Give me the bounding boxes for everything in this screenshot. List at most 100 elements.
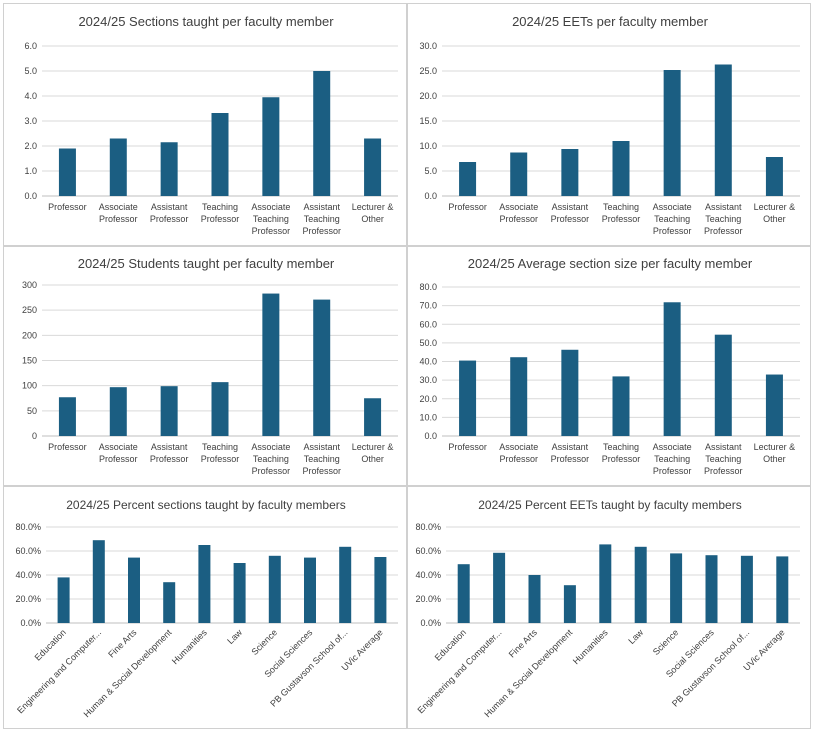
y-tick-label: 40.0% <box>15 570 41 580</box>
chart-title: 2024/25 Students taught per faculty memb… <box>78 256 335 271</box>
y-tick-label: 100 <box>22 381 37 391</box>
chart-percent-sections: 2024/25 Percent sections taught by facul… <box>15 498 398 719</box>
bar-assistant-professor <box>561 149 579 196</box>
y-tick-label: 30.0 <box>419 41 437 51</box>
bar-education <box>457 564 470 623</box>
y-tick-label: 6.0 <box>24 41 37 51</box>
y-tick-label: 1.0 <box>24 166 37 176</box>
x-tick-label: Associate Professor <box>499 202 538 224</box>
y-tick-label: 40.0% <box>415 570 441 580</box>
chart-title: 2024/25 Percent sections taught by facul… <box>66 498 346 512</box>
bar-assistant-teaching-professor <box>714 64 732 196</box>
bar-lecturer-other <box>765 374 783 436</box>
chart-panel-percent-sections: 2024/25 Percent sections taught by facul… <box>3 486 407 729</box>
x-tick-label: Assistant Teaching Professor <box>302 202 341 236</box>
x-tick-label: Assistant Teaching Professor <box>704 442 743 476</box>
bar-associate-teaching-professor <box>262 97 280 196</box>
x-tick-label: Teaching Professor <box>602 202 641 224</box>
y-tick-label: 150 <box>22 356 37 366</box>
bar-professor <box>58 148 76 196</box>
y-tick-label: 4.0 <box>24 91 37 101</box>
x-tick-label: Professor <box>448 442 487 452</box>
bar-education <box>57 577 70 623</box>
y-tick-label: 25.0 <box>419 66 437 76</box>
x-tick-label: Law <box>225 627 244 646</box>
x-tick-label: Teaching Professor <box>201 442 240 464</box>
bar-associate-teaching-professor <box>663 302 681 436</box>
y-tick-label: 250 <box>22 305 37 315</box>
bar-humanities <box>599 544 612 623</box>
y-tick-label: 15.0 <box>419 116 437 126</box>
bar-teaching-professor <box>612 141 630 196</box>
y-tick-label: 300 <box>22 280 37 290</box>
y-tick-label: 20.0 <box>419 91 437 101</box>
chart-panel-percent-eets: 2024/25 Percent EETs taught by faculty m… <box>407 486 811 729</box>
bar-fine-arts <box>128 557 140 623</box>
x-tick-label: Education <box>433 627 468 662</box>
bar-teaching-professor <box>211 113 229 196</box>
bar-human-social-development <box>163 582 176 623</box>
x-tick-label: Assistant Professor <box>551 442 590 464</box>
chart-panel-eets: 2024/25 EETs per faculty member 0.0 5.0 10.… <box>407 3 811 246</box>
chart-title: 2024/25 Percent EETs taught by faculty m… <box>478 498 741 512</box>
y-tick-label: 5.0 <box>24 66 37 76</box>
bar-lecturer-other <box>765 157 783 196</box>
bar-associate-professor <box>510 152 528 196</box>
bar-law <box>634 546 647 623</box>
x-tick-label: Humanities <box>571 627 610 666</box>
chart-title: 2024/25 Average section size per faculty… <box>468 256 753 271</box>
bar-professor <box>459 360 477 436</box>
bar-social-sciences <box>304 557 316 623</box>
y-tick-label: 50 <box>27 406 37 416</box>
bar-associate-teaching-professor <box>663 70 681 196</box>
y-tick-label: 50.0 <box>419 338 437 348</box>
x-tick-label: Associate Professor <box>499 442 538 464</box>
bar-human-social-development <box>563 585 576 623</box>
bar-pb-gustavson-school-of <box>339 546 352 623</box>
bar-teaching-professor <box>612 376 630 436</box>
x-tick-label: Humanities <box>170 627 209 666</box>
y-tick-label: 60.0% <box>15 546 41 556</box>
x-tick-label: Science <box>651 627 681 657</box>
chart-title: 2024/25 EETs per faculty member <box>512 14 708 29</box>
bar-associate-teaching-professor <box>262 293 280 436</box>
chart-eets: 2024/25 EETs per faculty member 0.0 5.0 10.… <box>419 14 800 236</box>
y-tick-label: 40.0 <box>419 357 437 367</box>
chart-percent-eets: 2024/25 Percent EETs taught by faculty m… <box>415 498 800 719</box>
y-tick-label: 30.0 <box>419 375 437 385</box>
x-tick-label: Assistant Professor <box>150 442 189 464</box>
bar-assistant-professor <box>160 142 178 196</box>
x-tick-label: Associate Teaching Professor <box>653 442 692 476</box>
x-tick-label: Assistant Teaching Professor <box>302 442 341 476</box>
bar-associate-professor <box>109 138 127 196</box>
chart-sections-taught: 2024/25 Sections taught per faculty memb… <box>24 14 398 236</box>
bar-assistant-teaching-professor <box>313 299 331 436</box>
bar-pb-gustavson-school-of <box>740 555 753 623</box>
y-tick-label: 2.0 <box>24 141 37 151</box>
x-tick-label: Professor <box>48 202 87 212</box>
y-tick-label: 80.0% <box>15 522 41 532</box>
bar-associate-professor <box>109 387 127 436</box>
bar-science <box>268 555 281 623</box>
x-tick-label: Lecturer & Other <box>352 442 394 464</box>
x-tick-label: Associate Teaching Professor <box>251 202 290 236</box>
bar-uvic-average <box>374 557 387 623</box>
chart-panel-average-section-size: 2024/25 Average section size per faculty… <box>407 246 811 486</box>
x-tick-label: Law <box>626 627 645 646</box>
bar-uvic-average <box>776 556 789 623</box>
chart-students-taught: 2024/25 Students taught per faculty memb… <box>22 256 398 476</box>
bar-engineering-and-computer <box>493 552 506 623</box>
x-tick-label: Lecturer & Other <box>754 202 796 224</box>
x-tick-label: Assistant Professor <box>150 202 189 224</box>
x-tick-label: Fine Arts <box>507 627 540 660</box>
bar-social-sciences <box>705 555 718 623</box>
bar-fine-arts <box>528 575 541 623</box>
y-tick-label: 0.0% <box>420 618 441 628</box>
bar-science <box>670 553 683 623</box>
y-tick-label: 3.0 <box>24 116 37 126</box>
bar-assistant-teaching-professor <box>313 71 331 196</box>
y-tick-label: 10.0 <box>419 141 437 151</box>
x-tick-label: Teaching Professor <box>201 202 240 224</box>
y-tick-label: 60.0 <box>419 319 437 329</box>
chart-title: 2024/25 Sections taught per faculty memb… <box>78 14 334 29</box>
